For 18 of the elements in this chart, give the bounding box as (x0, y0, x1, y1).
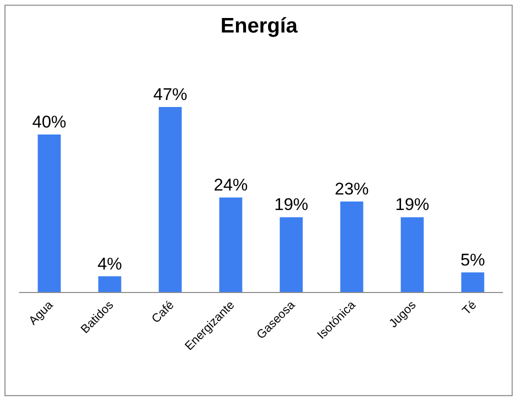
bar (340, 201, 364, 292)
bar (158, 107, 182, 292)
data-label: 19% (395, 195, 430, 214)
data-label: 19% (274, 195, 308, 214)
data-label: 23% (334, 179, 369, 198)
bar (461, 272, 484, 292)
bar (219, 198, 242, 292)
data-label: 47% (153, 85, 188, 104)
chart-title: Energía (220, 14, 298, 38)
data-label: 5% (460, 250, 486, 270)
bar (280, 217, 303, 292)
x-tick-label: Té (459, 298, 480, 318)
data-label: 4% (97, 254, 122, 274)
bar (98, 276, 122, 292)
data-label: 24% (214, 176, 248, 195)
bar (38, 134, 61, 292)
data-label: 40% (32, 112, 66, 132)
bar (400, 217, 424, 292)
